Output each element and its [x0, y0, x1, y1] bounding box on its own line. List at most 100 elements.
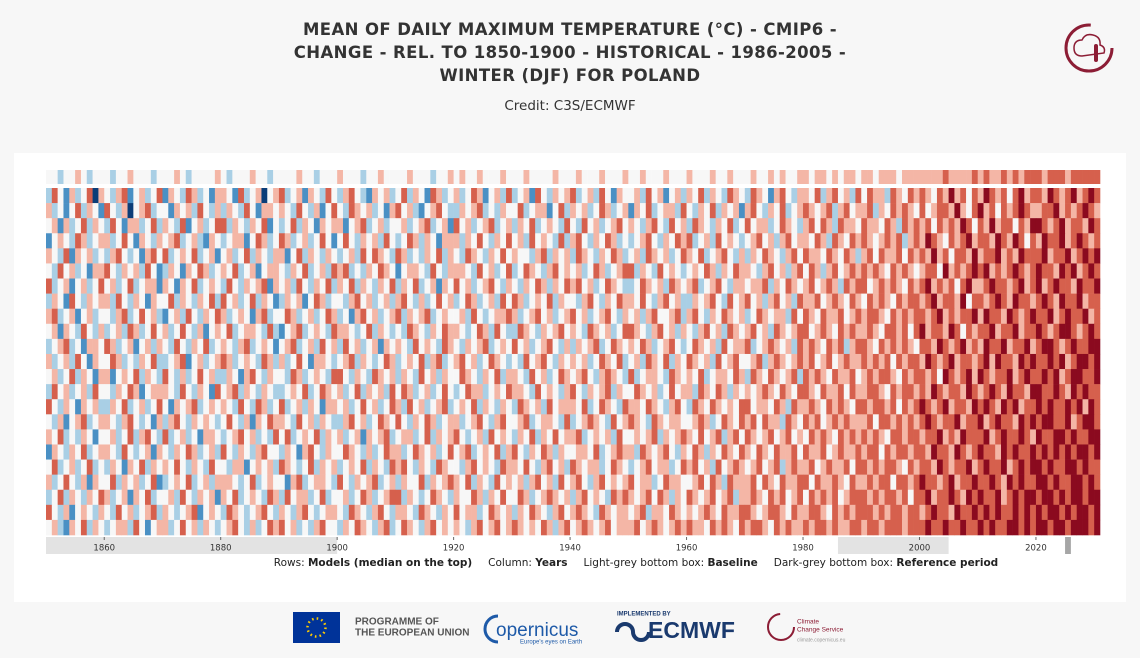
cell	[500, 338, 507, 355]
cell	[412, 369, 419, 385]
cell	[366, 399, 373, 415]
cell	[971, 170, 979, 184]
cell	[69, 203, 76, 219]
cell	[628, 338, 635, 355]
cell	[232, 519, 239, 536]
cell	[331, 248, 338, 264]
c3s-text: Climate	[797, 619, 819, 626]
cell	[837, 369, 845, 385]
cell	[721, 308, 728, 325]
cell	[931, 353, 938, 370]
cell	[570, 218, 577, 234]
cell	[738, 323, 746, 340]
cell	[773, 474, 781, 491]
cell	[1088, 233, 1095, 249]
cell	[424, 369, 431, 385]
cell	[843, 233, 850, 249]
cell	[86, 233, 93, 249]
cell	[150, 519, 157, 536]
cell	[1035, 519, 1043, 536]
cell	[121, 459, 128, 475]
cell	[989, 444, 996, 460]
cell	[657, 338, 664, 355]
cell	[110, 369, 117, 385]
cell	[162, 323, 169, 340]
cell	[570, 248, 577, 264]
cell	[692, 248, 699, 264]
cell	[593, 429, 600, 445]
cell	[1035, 233, 1043, 249]
cell	[709, 489, 716, 506]
cell	[389, 263, 396, 279]
cell	[506, 489, 513, 506]
cell	[599, 459, 606, 475]
cell	[441, 519, 449, 536]
cell	[1094, 278, 1101, 294]
cell	[441, 489, 449, 506]
cell	[395, 218, 402, 234]
cell	[762, 248, 769, 264]
cell	[709, 188, 716, 204]
cell	[482, 369, 489, 385]
cell	[459, 170, 466, 184]
cell	[1076, 444, 1083, 460]
cell	[115, 519, 123, 536]
cell	[209, 369, 216, 385]
cell	[645, 444, 652, 460]
cell	[773, 459, 781, 475]
cell	[692, 278, 699, 294]
cell	[46, 308, 53, 325]
cell	[366, 188, 373, 204]
cell	[319, 459, 326, 475]
cell	[150, 414, 157, 430]
cell	[663, 263, 670, 279]
cell	[1059, 429, 1066, 445]
cell	[238, 459, 245, 475]
cell	[372, 188, 379, 204]
cell	[92, 308, 99, 325]
cell	[540, 459, 548, 475]
cell	[639, 263, 647, 279]
cell	[558, 170, 565, 184]
cell	[861, 278, 868, 294]
cell	[855, 399, 862, 415]
cell	[150, 489, 157, 506]
cell	[290, 293, 297, 309]
cell	[570, 474, 577, 491]
cell	[942, 338, 949, 355]
cell	[465, 519, 472, 536]
cell	[954, 218, 961, 234]
cell	[808, 308, 815, 325]
cell	[1006, 278, 1013, 294]
cell	[488, 218, 495, 234]
cell	[1018, 308, 1025, 325]
cell	[599, 203, 606, 219]
cell	[651, 489, 658, 506]
cell	[867, 308, 874, 325]
cell	[92, 170, 99, 184]
cell	[750, 369, 757, 385]
cell	[523, 504, 530, 521]
cell	[366, 474, 373, 491]
cell	[523, 519, 530, 536]
cell	[168, 519, 175, 536]
cell	[669, 399, 676, 415]
cell	[471, 233, 478, 249]
cell	[1070, 338, 1078, 355]
cell	[197, 203, 204, 219]
cell	[861, 353, 868, 370]
cell	[144, 278, 152, 294]
cell	[902, 263, 909, 279]
cell	[1053, 429, 1060, 445]
cell	[238, 278, 245, 294]
cell	[523, 429, 530, 445]
cell	[296, 338, 303, 355]
cell	[1076, 459, 1083, 475]
cell	[57, 504, 64, 521]
cell	[1030, 519, 1037, 536]
cell	[715, 504, 722, 521]
cell	[698, 369, 705, 385]
cell	[651, 188, 658, 204]
cell	[1047, 203, 1054, 219]
cell	[587, 203, 594, 219]
